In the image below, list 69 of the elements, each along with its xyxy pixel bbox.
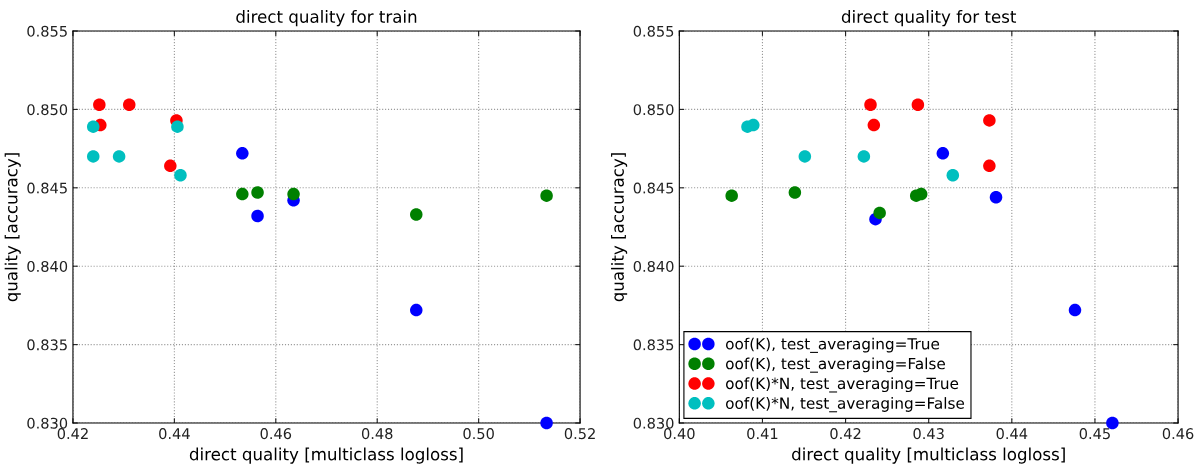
x-axis-title: direct quality [multiclass logloss] [792,447,1065,464]
legend-label: oof(K)*N, test_averaging=False [726,397,965,413]
x-tick-label: 0.50 [463,428,494,440]
y-tick-label: 0.855 [633,25,674,37]
legend-label: oof(K), test_averaging=False [726,357,945,373]
point [1106,416,1119,430]
x-tick-label: 0.42 [57,428,88,440]
point [989,190,1003,204]
point [725,189,738,202]
point [171,120,184,133]
point [857,150,871,163]
point [747,118,760,132]
point [936,147,950,160]
x-tick-label: 0.48 [361,428,393,440]
point [93,98,106,111]
y-tick-label: 0.835 [27,339,67,351]
point [864,98,877,111]
point [164,159,177,173]
x-tick-label: 0.44 [996,428,1028,440]
point [122,98,136,111]
y-tick-label: 0.835 [633,339,674,351]
x-tick-label: 0.43 [913,428,944,440]
x-tick-label: 0.40 [664,428,695,440]
chart-title: direct quality for test [841,10,1017,27]
y-axis-title: quality [accuracy] [4,153,21,302]
x-axis-title: direct quality [multiclass logloss] [189,447,463,464]
y-tick-label: 0.855 [27,25,67,37]
x-tick-label: 0.52 [564,428,595,440]
point [86,150,100,163]
x-tick-label: 0.41 [747,428,778,440]
y-tick-label: 0.850 [27,104,68,116]
point [86,120,100,133]
x-tick-label: 0.44 [159,428,190,440]
point [873,206,886,220]
point [867,118,881,132]
point [540,416,553,430]
x-tick-label: 0.42 [830,428,861,440]
point [112,150,126,163]
point [1068,303,1082,317]
point [788,186,802,199]
point [983,114,996,127]
point [287,187,300,201]
point [251,186,264,199]
point [236,147,249,160]
point [410,303,423,317]
y-tick-label: 0.850 [633,104,674,116]
legend-label: oof(K), test_averaging=True [726,337,940,353]
point [540,189,553,202]
point [914,187,928,201]
x-tick-label: 0.46 [260,428,292,440]
legend-label: oof(K)*N, test_averaging=True [726,377,959,393]
x-tick-label: 0.45 [1079,428,1110,440]
point [946,169,960,182]
y-tick-label: 0.840 [27,260,68,272]
x-tick-label: 0.46 [1162,428,1194,440]
point [983,159,996,173]
point [236,187,249,201]
point [410,208,423,221]
point [911,98,925,111]
y-tick-label: 0.830 [633,417,674,429]
y-axis-title: quality [accuracy] [611,153,628,302]
point [798,150,812,163]
point [251,209,264,223]
y-tick-label: 0.845 [27,182,67,194]
chart-title: direct quality for train [236,10,417,27]
point [174,169,187,182]
y-tick-label: 0.845 [633,182,674,194]
y-tick-label: 0.840 [633,260,674,272]
y-tick-label: 0.830 [27,417,68,429]
